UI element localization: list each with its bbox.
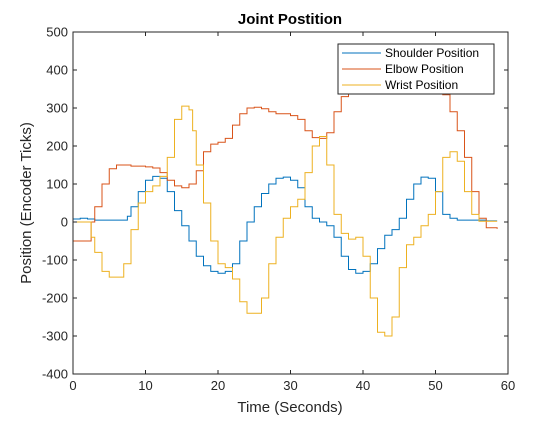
series-line-shoulder bbox=[73, 175, 498, 274]
legend-label-elbow: Elbow Position bbox=[385, 62, 464, 76]
x-tick-label: 50 bbox=[428, 378, 442, 393]
y-tick-label: 400 bbox=[46, 63, 68, 78]
y-tick-label: 200 bbox=[46, 139, 68, 154]
y-tick-label: -400 bbox=[42, 367, 68, 382]
legend: Shoulder Position Elbow Position Wrist P… bbox=[337, 43, 495, 95]
y-axis-label: Position (Encoder Ticks) bbox=[18, 122, 35, 284]
legend-label-wrist: Wrist Position bbox=[385, 78, 458, 92]
x-tick-label: 30 bbox=[283, 378, 297, 393]
y-tick-label: -300 bbox=[42, 329, 68, 344]
x-tick-label: 20 bbox=[211, 378, 225, 393]
legend-label-shoulder: Shoulder Position bbox=[385, 46, 479, 60]
y-tick-label: 500 bbox=[46, 25, 68, 40]
y-tick-label: 0 bbox=[61, 215, 68, 230]
x-tick-label: 10 bbox=[138, 378, 152, 393]
y-tick-label: -200 bbox=[42, 291, 68, 306]
x-axis-ticks: 0 10 20 30 40 50 60 bbox=[69, 32, 515, 393]
legend-box bbox=[337, 43, 495, 95]
series-line-wrist bbox=[73, 105, 498, 337]
y-axis-ticks: -400 -300 -200 -100 0 100 200 300 400 500 bbox=[42, 25, 508, 382]
x-tick-label: 0 bbox=[69, 378, 76, 393]
y-tick-label: 100 bbox=[46, 177, 68, 192]
x-tick-label: 60 bbox=[501, 378, 515, 393]
x-tick-label: 40 bbox=[356, 378, 370, 393]
y-tick-label: 300 bbox=[46, 101, 68, 116]
y-tick-label: -100 bbox=[42, 253, 68, 268]
chart-title: Joint Postition bbox=[238, 11, 342, 28]
x-axis-label: Time (Seconds) bbox=[237, 399, 342, 416]
